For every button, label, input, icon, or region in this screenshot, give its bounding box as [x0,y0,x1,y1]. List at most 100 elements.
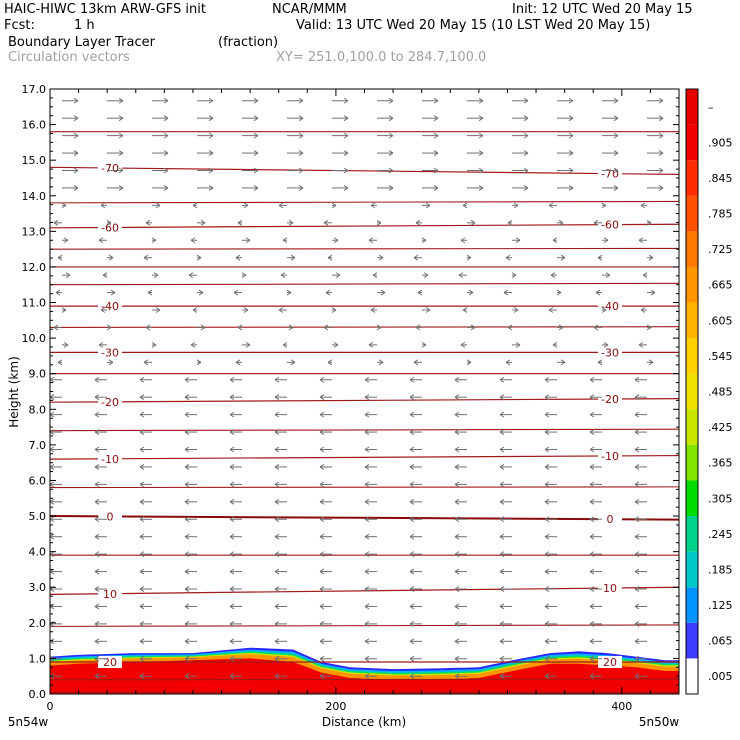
circulation-vector-head [364,586,370,592]
circulation-vector-head [61,202,67,209]
field-name: Boundary Layer Tracer [8,35,155,50]
colorbar-swatch [686,551,698,588]
colorbar-swatch [686,231,698,267]
contour-label-bg [598,450,622,463]
colorbar-label: .485 [708,386,733,399]
circulation-vector-head [433,150,439,156]
circulation-vector-head [253,150,259,156]
circulation-vector-head [139,376,145,383]
circulation-vector-head [319,655,325,662]
circulation-vector-head [370,307,376,313]
circulation-vector-head [454,655,460,662]
circulation-vector-head [634,603,640,610]
circulation-vector-head [409,446,415,453]
circulation-vector-head [253,185,259,191]
colorbar-label: .005 [708,670,733,683]
circulation-vector-head [523,167,529,174]
circulation-vector-head [139,673,145,680]
circulation-vector-head [589,673,595,680]
circulation-vector-head [364,603,370,610]
circulation-vector-head [409,603,415,610]
circulation-vector-head [208,97,214,104]
fcst-value: 1 h [74,18,95,33]
circulation-vector-head [550,272,556,279]
circulation-vector-head [454,568,460,575]
colorbar-label: – [708,101,714,114]
temperature-contour-label: 10 [103,588,117,601]
circulation-vector-head [325,289,331,296]
circulation-vector-head [229,638,235,645]
circulation-vector-head [94,620,100,627]
circulation-vector-head [499,498,505,505]
circulation-vector-head [108,359,114,366]
circulation-vector-head [237,219,243,226]
circulation-vector-head [49,376,55,383]
contour-label-bg [98,221,122,234]
circulation-vector-head [145,219,151,226]
circulation-vector-head [49,498,55,505]
circulation-vector-head [196,359,202,366]
circulation-vector-head [478,115,484,122]
temperature-contour-line [49,428,680,432]
circulation-vector-head [589,533,595,540]
circulation-vector-head [343,132,349,139]
circulation-vector-head [462,307,468,313]
circulation-vector-head [73,97,79,104]
circulation-vector-head [73,185,79,191]
circulation-vector-head [298,115,304,122]
circulation-vector-head [409,481,415,488]
circulation-vector-head [372,272,378,279]
circulation-vector-head [460,237,466,244]
circulation-vector-head [73,115,79,122]
circulation-vector-head [634,516,640,523]
circulation-vector-head [499,464,505,470]
circulation-vector-head [102,272,108,279]
circulation-vector-head [507,324,513,331]
circulation-vector-head [229,673,235,680]
circulation-vector-head [274,603,280,610]
circulation-vector-head [253,97,259,104]
circulation-vector-head [409,638,415,645]
circulation-vector-head [454,586,460,592]
circulation-vector-head [454,394,460,401]
circulation-vector-head [184,446,190,453]
temperature-contours: -70 -70-60 -60-40 -40-30 -30-20 -20-10 -100 010… [49,131,680,693]
circulation-vector-head [364,481,370,488]
circulation-vector-head [274,446,280,453]
contour-label-bg [598,655,622,668]
y-tick-label: 7.0 [29,439,47,452]
circulation-vector-head [368,341,374,348]
colorbar-swatch [686,658,698,694]
circulation-vector-head [589,551,595,558]
circulation-vector-head [139,446,145,453]
circulation-vector-head [139,655,145,662]
circulation-vector-head [94,655,100,662]
circulation-vector-head [454,411,460,418]
circulation-vector-head [499,394,505,401]
circulation-vector-head [409,655,415,662]
circulation-vector-head [589,464,595,470]
circulation-vector-head [658,185,664,191]
circulation-vector-head [544,481,550,488]
circulation-vector-head [274,429,280,435]
circulation-vector-head [100,202,106,209]
circulation-vector-head [57,254,63,261]
y-tick-label: 0.0 [29,688,47,701]
x-tick-label: 200 [325,700,346,713]
circulation-vector-head [319,620,325,627]
contour-label-bg [598,218,622,231]
circulation-vector-head [593,219,599,226]
circulation-vector-head [188,272,194,279]
y-tick-label: 13.0 [22,225,47,238]
valid-time: Valid: 13 UTC Wed 20 May 15 (10 LST Wed … [296,18,651,33]
circulation-vector-head [327,359,333,366]
circulation-vector-head [331,202,337,209]
circulation-vector-head [286,289,292,296]
field-units: (fraction) [218,35,279,50]
circulation-vector-head [53,324,59,331]
temperature-contour-label: -30 [101,346,119,359]
circulation-vector-head [63,341,69,348]
circulation-vectors [49,97,664,680]
circulation-vector-head [544,673,550,680]
colorbar-label: .305 [708,492,733,505]
